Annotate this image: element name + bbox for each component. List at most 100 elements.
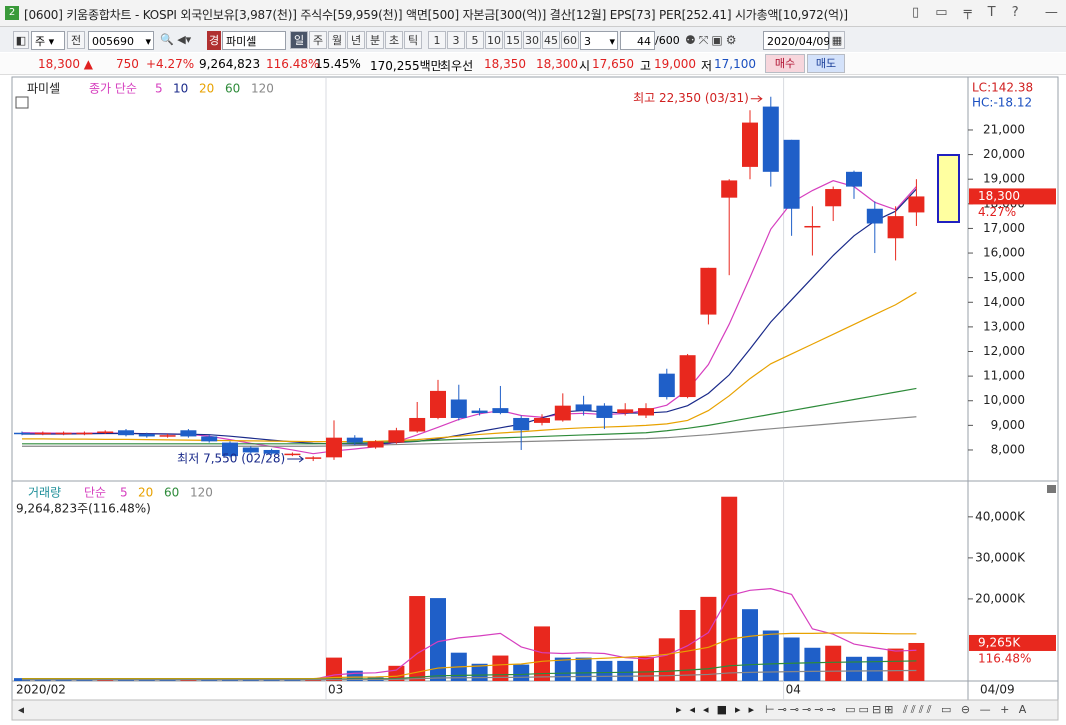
candle-body	[492, 408, 509, 414]
open-label: 시	[579, 59, 591, 73]
y-tick-label: 17,000	[983, 221, 1025, 235]
y-tick-label: 30,000K	[975, 550, 1026, 564]
date-input[interactable]: 2020/04/09	[763, 31, 830, 50]
code-input[interactable]: 005690 ▾	[88, 31, 154, 50]
minute-button[interactable]: 60	[561, 31, 579, 49]
scroll-left[interactable]: ◂	[18, 703, 24, 717]
candle-body	[679, 355, 696, 398]
legend-entry: 10	[173, 82, 188, 96]
legend-entry: 20	[199, 82, 214, 96]
y-tick-label: 14,000	[983, 295, 1025, 309]
high-arrow	[750, 95, 763, 103]
interval-button[interactable]: 월	[328, 31, 346, 49]
last-volume-box	[969, 634, 1056, 651]
x-tick-label: 04	[786, 683, 801, 697]
volume-bar	[471, 663, 488, 681]
x-tick-label: 03	[328, 683, 343, 697]
custom: 3	[584, 35, 591, 48]
candle-body	[721, 180, 738, 198]
code: 005690	[92, 35, 134, 48]
y-tick-label: 9,000	[991, 418, 1025, 432]
name-input[interactable]: 파미셀	[222, 31, 286, 50]
sell-button[interactable]: 매도	[807, 54, 845, 73]
candle-body	[242, 447, 259, 453]
volume-bar	[575, 657, 592, 681]
custom-select[interactable]: 3 ▾	[580, 31, 618, 50]
volume-bar	[658, 638, 675, 681]
candle-body	[346, 437, 363, 443]
y-tick-label: 21,000	[983, 122, 1025, 136]
legend-entry: 60	[164, 486, 179, 500]
minute-button[interactable]: 30	[523, 31, 541, 49]
minute-button[interactable]: 5	[466, 31, 484, 49]
turnover: 15.45%	[315, 57, 361, 71]
chart-icon[interactable]: ◧	[13, 31, 29, 49]
price: 18,300 ▲	[38, 57, 94, 71]
toolbar-icons[interactable]: 🔍 ◀▾	[160, 33, 192, 46]
minute-button[interactable]: 10	[485, 31, 503, 49]
candle-body	[846, 171, 862, 187]
bid: 18,300	[536, 57, 578, 71]
zoom-controls[interactable]: ⊢⊸⊸⊸⊸⊸ ▭▭⊟⊞ ⫽⫽⫽⫽ ▭ ⊖ — + A	[765, 703, 1029, 716]
candle-body	[866, 208, 883, 224]
volume-bar	[346, 670, 363, 681]
ma-line	[22, 632, 917, 680]
volume-info: 9,264,823주(116.48%)	[16, 502, 151, 516]
candle-body	[617, 409, 634, 414]
interval-button[interactable]: 주	[309, 31, 327, 49]
candle-body	[284, 453, 301, 456]
minute-button[interactable]: 15	[504, 31, 522, 49]
volume-bar	[700, 596, 717, 681]
minute-button[interactable]: 3	[447, 31, 465, 49]
panel-close[interactable]	[1047, 485, 1056, 493]
legend-label: 종가 단순	[89, 82, 137, 96]
prev-button[interactable]: 전	[67, 31, 85, 49]
low-label: 저	[701, 59, 713, 73]
candle-body	[409, 417, 426, 432]
volume-bar	[554, 657, 571, 681]
interval-button[interactable]: 틱	[404, 31, 422, 49]
volume-bar	[742, 609, 758, 681]
y-tick-label: 19,000	[983, 172, 1025, 186]
volume-bar	[825, 645, 842, 681]
volume-bar	[762, 630, 779, 681]
period-select[interactable]: 주 ▾	[31, 31, 65, 50]
scroll-controls[interactable]: ▸◂◂■▸▸	[676, 703, 762, 716]
legend-entry: 60	[225, 82, 240, 96]
best-label: 최우선	[440, 59, 474, 73]
count-input[interactable]: 44	[620, 31, 655, 50]
candle-body	[138, 433, 155, 437]
legend-entry: 5	[155, 82, 163, 96]
count-max: /600	[655, 34, 680, 47]
candle-body	[76, 432, 93, 435]
window-title: [0600] 키움종합차트 - KOSPI 외국인보유[3,987(천)] 주식…	[24, 8, 848, 22]
tool-icons[interactable]: ⚉⤧▣⚙	[685, 33, 740, 47]
ma-line	[22, 669, 917, 681]
candle-body	[97, 431, 114, 434]
last-price: 18,300	[978, 189, 1020, 203]
low-annotation: 최저 7,550 (02/28)	[177, 452, 285, 466]
change: 750	[116, 57, 139, 71]
amount: 170,255백만	[370, 59, 442, 73]
candle-body	[804, 225, 821, 228]
interval-button[interactable]: 초	[385, 31, 403, 49]
buy-button[interactable]: 매수	[765, 54, 805, 73]
interval-button[interactable]: 분	[366, 31, 384, 49]
volume-bar	[513, 664, 530, 681]
interval-button[interactable]: 일	[290, 31, 308, 49]
volume-bar	[617, 660, 634, 681]
y-tick-label: 20,000	[983, 147, 1025, 161]
app-icon: 2	[5, 6, 19, 20]
scroll-bar[interactable]	[11, 699, 1059, 721]
interval-button[interactable]: 년	[347, 31, 365, 49]
window-controls[interactable]: ▯ ▭ ╤ T ? — ▢ ✕	[912, 5, 1066, 20]
candle-body	[554, 405, 571, 421]
open: 17,650	[592, 57, 634, 71]
minute-button[interactable]: 45	[542, 31, 560, 49]
candle-body	[222, 442, 238, 457]
minute-button[interactable]: 1	[428, 31, 446, 49]
candle-body	[180, 430, 197, 437]
volume-bar	[908, 642, 925, 681]
calendar-button[interactable]: ▦	[829, 31, 845, 49]
last-price-box	[969, 188, 1056, 205]
